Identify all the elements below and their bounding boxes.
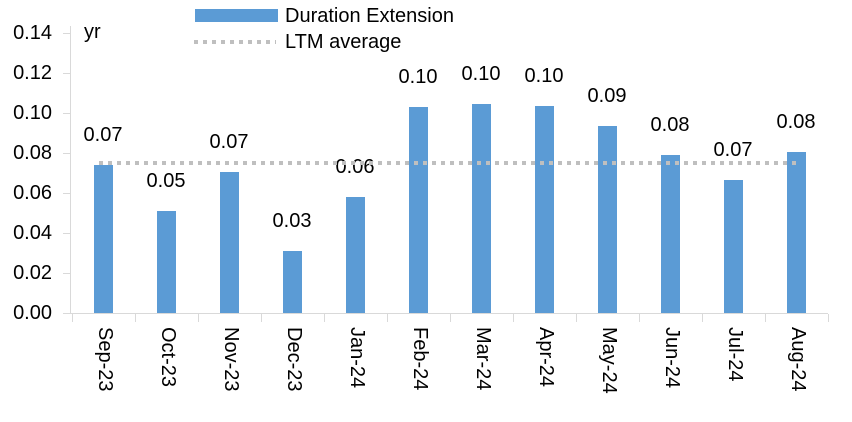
- x-tick-mark: [386, 314, 388, 322]
- x-tick-mark: [764, 314, 766, 322]
- data-label-Jun-24: 0.08: [650, 114, 690, 136]
- data-label-Aug-24: 0.08: [776, 111, 816, 133]
- y-tick-label: 0.06: [13, 182, 52, 204]
- x-tick-mark: [323, 314, 325, 322]
- x-tick-mark: [197, 314, 199, 322]
- data-label-Apr-24: 0.10: [524, 65, 564, 87]
- x-axis-label-Jul-24: Jul-24: [724, 327, 746, 382]
- bar-Jan-24: [345, 197, 365, 313]
- x-tick-mark: [575, 314, 577, 322]
- y-tick-mark: [63, 233, 71, 234]
- bar-Sep-23: [93, 165, 113, 313]
- data-label-May-24: 0.09: [587, 85, 627, 107]
- x-axis-label-Feb-24: Feb-24: [409, 327, 431, 391]
- y-tick-label: 0.00: [13, 302, 52, 324]
- x-tick-mark: [71, 314, 73, 322]
- x-tick-mark: [512, 314, 514, 322]
- y-tick-label: 0.14: [13, 22, 52, 44]
- bar-Mar-24: [471, 104, 491, 313]
- legend-label-duration-extension: Duration Extension: [285, 5, 454, 27]
- y-tick-label: 0.12: [13, 62, 52, 84]
- bar-Apr-24: [534, 106, 554, 313]
- y-tick-mark: [63, 113, 71, 114]
- legend-bar-swatch: [195, 9, 278, 22]
- bar-May-24: [597, 126, 617, 313]
- legend-dotted-line-swatch: [194, 40, 276, 44]
- data-label-Oct-23: 0.05: [146, 170, 186, 192]
- data-label-Dec-23: 0.03: [272, 210, 312, 232]
- bar-Nov-23: [219, 172, 239, 313]
- x-tick-mark: [701, 314, 703, 322]
- data-label-Sep-23: 0.07: [83, 124, 123, 146]
- y-tick-mark: [63, 73, 71, 74]
- x-tick-mark: [449, 314, 451, 322]
- bar-Jul-24: [723, 180, 743, 313]
- data-label-Feb-24: 0.10: [398, 66, 438, 88]
- data-label-Mar-24: 0.10: [461, 63, 501, 85]
- x-tick-mark: [134, 314, 136, 322]
- x-axis-label-Jun-24: Jun-24: [661, 327, 683, 389]
- y-tick-mark: [63, 273, 71, 274]
- data-label-Jul-24: 0.07: [713, 139, 753, 161]
- bar-Jun-24: [660, 155, 680, 313]
- y-axis-line: [70, 26, 71, 313]
- bar-Oct-23: [156, 211, 176, 313]
- x-tick-mark: [827, 314, 829, 322]
- x-axis-label-Nov-23: Nov-23: [220, 327, 242, 392]
- ltm-average-line: [99, 161, 796, 165]
- y-tick-label: 0.08: [13, 142, 52, 164]
- y-tick-mark: [63, 153, 71, 154]
- y-axis-unit-label: yr: [84, 21, 101, 43]
- x-axis-label-Mar-24: Mar-24: [472, 327, 494, 391]
- y-tick-label: 0.10: [13, 102, 52, 124]
- bar-Feb-24: [408, 107, 428, 313]
- y-tick-mark: [63, 33, 71, 34]
- data-label-Jan-24: 0.06: [335, 156, 375, 178]
- x-tick-mark: [260, 314, 262, 322]
- x-axis-label-May-24: May-24: [598, 327, 620, 394]
- x-axis-label-Sep-23: Sep-23: [94, 327, 116, 392]
- x-axis-line: [70, 313, 828, 314]
- x-axis-label-Aug-24: Aug-24: [787, 327, 809, 392]
- legend-label-ltm-average: LTM average: [285, 31, 402, 53]
- x-axis-label-Jan-24: Jan-24: [346, 327, 368, 389]
- x-axis-label-Apr-24: Apr-24: [535, 327, 557, 388]
- x-axis-label-Oct-23: Oct-23: [157, 327, 179, 388]
- bar-Dec-23: [282, 251, 302, 313]
- y-tick-label: 0.02: [13, 262, 52, 284]
- y-tick-label: 0.04: [13, 222, 52, 244]
- x-tick-mark: [638, 314, 640, 322]
- y-tick-mark: [63, 313, 71, 314]
- data-label-Nov-23: 0.07: [209, 131, 249, 153]
- bar-Aug-24: [786, 152, 806, 313]
- x-axis-label-Dec-23: Dec-23: [283, 327, 305, 392]
- y-tick-mark: [63, 193, 71, 194]
